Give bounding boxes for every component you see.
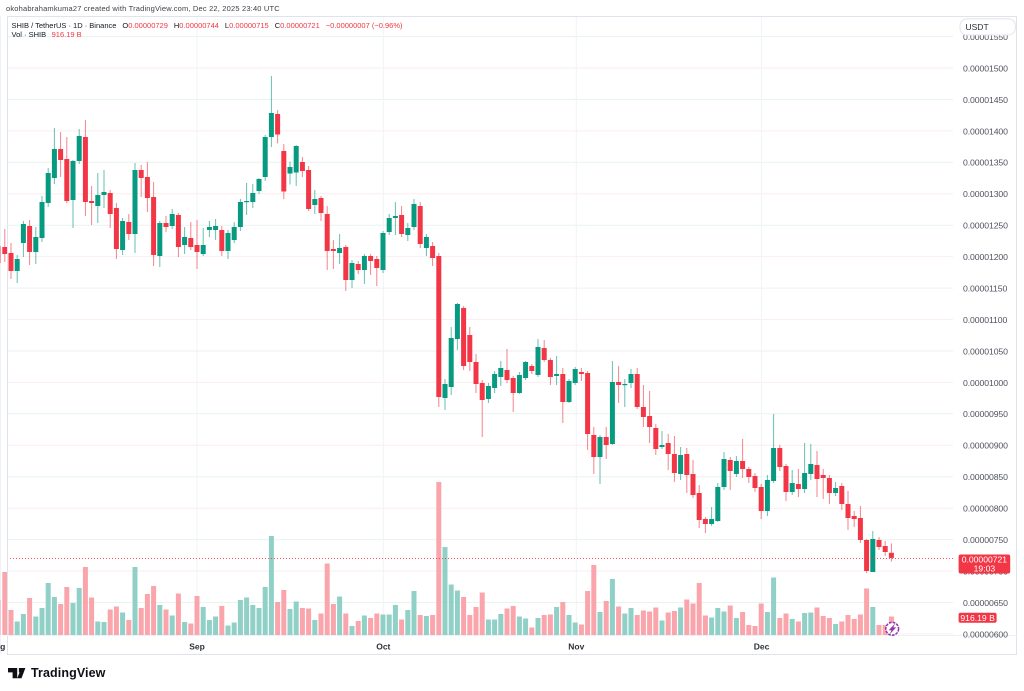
svg-text:0.00000950: 0.00000950 — [963, 409, 1008, 419]
svg-text:Sep: Sep — [189, 642, 205, 652]
svg-text:0.00001550: 0.00001550 — [963, 32, 1008, 42]
svg-text:0.00001150: 0.00001150 — [963, 284, 1008, 294]
svg-text:0.00001200: 0.00001200 — [963, 252, 1008, 262]
svg-text:0.00001100: 0.00001100 — [963, 315, 1008, 325]
svg-text:0.00001300: 0.00001300 — [963, 189, 1008, 199]
svg-text:0.00000900: 0.00000900 — [963, 441, 1008, 451]
svg-text:Dec: Dec — [754, 642, 770, 652]
svg-text:0.00001450: 0.00001450 — [963, 95, 1008, 105]
svg-text:0.00001050: 0.00001050 — [963, 346, 1008, 356]
svg-text:0.00000750: 0.00000750 — [963, 535, 1008, 545]
svg-text:916.19 B: 916.19 B — [960, 613, 995, 623]
svg-text:0.00001400: 0.00001400 — [963, 126, 1008, 136]
svg-text:0.00001000: 0.00001000 — [963, 378, 1008, 388]
svg-text:0.00001500: 0.00001500 — [963, 63, 1008, 73]
svg-text:0.00000800: 0.00000800 — [963, 504, 1008, 514]
svg-text:Aug: Aug — [0, 642, 5, 652]
svg-text:0.00001350: 0.00001350 — [963, 158, 1008, 168]
svg-text:Oct: Oct — [376, 642, 390, 652]
svg-text:0.00000721: 0.00000721 — [962, 554, 1008, 564]
svg-text:Nov: Nov — [568, 642, 584, 652]
svg-text:19:03: 19:03 — [974, 563, 996, 573]
svg-text:0.00001250: 0.00001250 — [963, 221, 1008, 231]
svg-text:0.00000600: 0.00000600 — [963, 629, 1008, 639]
svg-text:0.00000650: 0.00000650 — [963, 598, 1008, 608]
svg-text:USDT: USDT — [966, 22, 989, 32]
svg-text:0.00000850: 0.00000850 — [963, 472, 1008, 482]
